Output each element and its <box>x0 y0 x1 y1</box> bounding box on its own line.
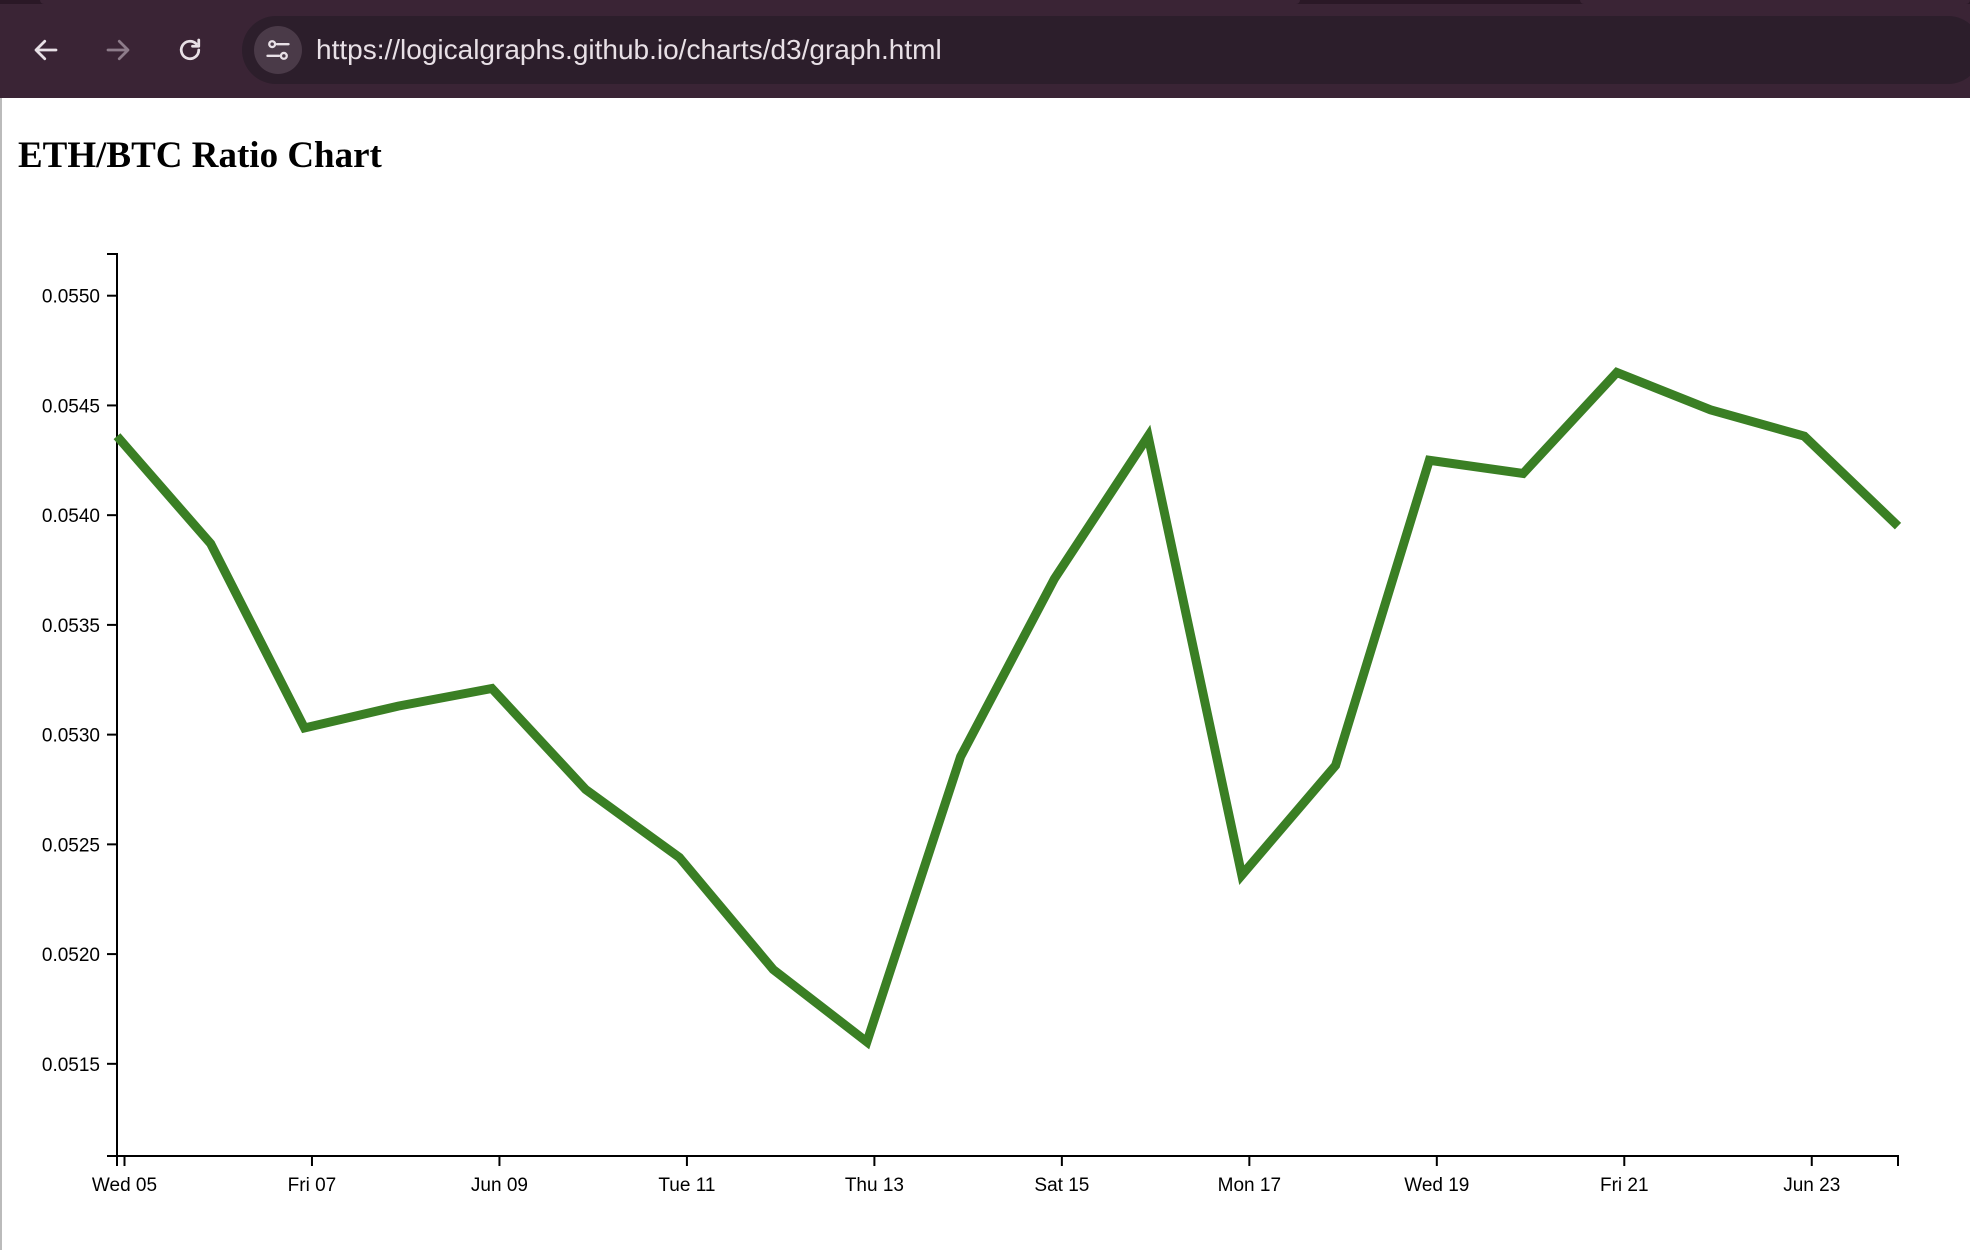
tune-icon <box>266 40 290 60</box>
reload-button[interactable] <box>162 22 218 78</box>
x-tick-label: Sat 15 <box>1034 1175 1089 1196</box>
y-tick-label: 0.0540 <box>42 506 100 527</box>
page-content: ETH/BTC Ratio Chart 0.0550 0.0545 0.0540 0.… <box>0 98 1970 1250</box>
x-tick-label: Mon 17 <box>1218 1175 1281 1196</box>
browser-toolbar: https://logicalgraphs.github.io/charts/d… <box>0 0 1970 98</box>
address-bar[interactable]: https://logicalgraphs.github.io/charts/d… <box>242 16 1970 84</box>
y-tick-label: 0.0545 <box>42 396 100 417</box>
forward-button[interactable] <box>90 22 146 78</box>
y-tick-label: 0.0525 <box>42 835 100 856</box>
x-axis-line <box>116 1155 1899 1166</box>
active-tab[interactable] <box>40 0 1300 4</box>
url-text[interactable]: https://logicalgraphs.github.io/charts/d… <box>316 34 942 65</box>
page-left-border <box>0 98 2 1250</box>
x-tick-label: Wed 05 <box>92 1175 157 1196</box>
inactive-tab[interactable] <box>1580 0 1970 4</box>
y-tick-label: 0.0515 <box>42 1055 100 1076</box>
x-tick-label: Thu 13 <box>845 1175 904 1196</box>
x-tick-label: Jun 23 <box>1783 1175 1840 1196</box>
site-info-button[interactable] <box>254 26 302 74</box>
y-tick-label: 0.0550 <box>42 287 100 308</box>
y-tick-label: 0.0535 <box>42 616 100 637</box>
x-tick-label: Fri 21 <box>1600 1175 1649 1196</box>
arrow-left-icon <box>34 39 58 61</box>
x-tick-label: Wed 19 <box>1404 1175 1469 1196</box>
arrow-right-icon <box>106 39 130 61</box>
eth-btc-line-chart: 0.0550 0.0545 0.0540 0.0535 0.0530 0.0525 0.05… <box>42 253 1902 1196</box>
reload-icon <box>179 38 201 61</box>
y-axis-line <box>107 253 118 1157</box>
y-tick-label: 0.0530 <box>42 726 100 747</box>
eth-btc-series-line <box>113 367 1902 1050</box>
tab-strip <box>0 0 1970 4</box>
y-tick-label: 0.0520 <box>42 945 100 966</box>
x-tick-label: Jun 09 <box>471 1175 528 1196</box>
page-title: ETH/BTC Ratio Chart <box>18 135 382 176</box>
back-button[interactable] <box>18 22 74 78</box>
x-tick-label: Fri 07 <box>288 1175 337 1196</box>
x-tick-label: Tue 11 <box>658 1175 715 1196</box>
